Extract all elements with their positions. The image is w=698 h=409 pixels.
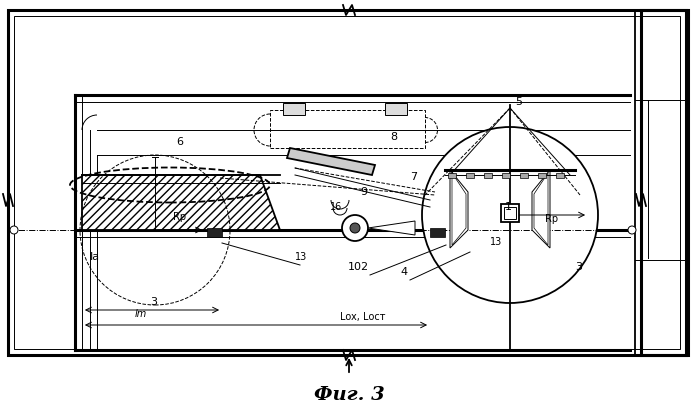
Text: Rp: Rp: [173, 212, 186, 222]
Text: 4: 4: [400, 267, 407, 277]
Bar: [8, 10, 688, 355]
Bar: [504, 207, 516, 219]
Polygon shape: [368, 221, 415, 235]
Bar: [502, 173, 510, 178]
Bar: [641, 10, 686, 355]
Circle shape: [422, 127, 598, 303]
Text: 3: 3: [575, 262, 582, 272]
Bar: [430, 228, 445, 237]
Circle shape: [628, 226, 636, 234]
Text: 16: 16: [330, 202, 342, 212]
Bar: [501, 204, 519, 222]
Text: 13: 13: [295, 252, 307, 262]
Text: 10: 10: [348, 262, 362, 272]
Polygon shape: [534, 173, 548, 245]
Polygon shape: [532, 170, 550, 248]
Bar: [448, 173, 456, 178]
Bar: [207, 228, 222, 237]
Bar: [283, 103, 305, 115]
Text: 8: 8: [390, 132, 397, 142]
Bar: [556, 173, 564, 178]
Text: Rp: Rp: [545, 214, 558, 224]
Text: Ia: Ia: [90, 252, 100, 262]
Text: lm: lm: [135, 309, 147, 319]
Text: Lox, Lост: Lox, Lост: [340, 312, 385, 322]
Text: 13: 13: [490, 237, 503, 247]
Text: 2: 2: [360, 262, 367, 272]
Text: 1: 1: [505, 202, 512, 212]
Polygon shape: [82, 175, 280, 230]
Circle shape: [350, 223, 360, 233]
Text: 3: 3: [150, 297, 157, 307]
Bar: [270, 110, 425, 148]
Polygon shape: [452, 173, 466, 245]
Text: 7: 7: [410, 172, 417, 182]
Bar: [385, 103, 407, 115]
Bar: [484, 173, 492, 178]
Bar: [466, 173, 474, 178]
Bar: [635, 10, 688, 355]
Bar: [520, 173, 528, 178]
Bar: [538, 173, 546, 178]
Circle shape: [10, 226, 18, 234]
Text: 5: 5: [515, 97, 522, 107]
Polygon shape: [450, 170, 468, 248]
Text: Фиг. 3: Фиг. 3: [313, 386, 385, 404]
Text: 6: 6: [177, 137, 184, 147]
Bar: [14, 16, 680, 349]
Polygon shape: [287, 148, 375, 175]
Text: 9: 9: [360, 187, 367, 197]
Circle shape: [342, 215, 368, 241]
